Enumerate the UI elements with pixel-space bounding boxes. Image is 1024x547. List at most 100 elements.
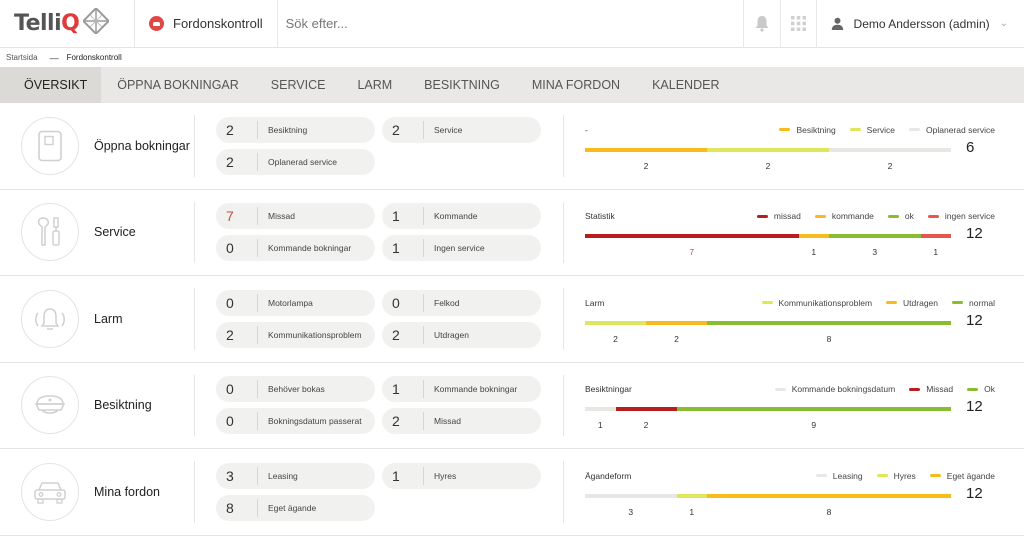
chip-count: 0 <box>226 294 234 311</box>
bar-segment[interactable] <box>798 234 829 239</box>
row-besiktning[interactable]: Besiktning 0 Behöver bokas 1 Kommande boknin… <box>0 363 1024 449</box>
chevron-down-icon: ⌄ <box>999 18 1008 29</box>
search-area <box>278 0 743 48</box>
stacked-bar <box>585 234 951 239</box>
bar-segment[interactable] <box>829 234 921 239</box>
bar-segment[interactable] <box>585 147 707 152</box>
chip-hyres[interactable]: 1 Hyres <box>382 462 541 489</box>
tab-besiktning[interactable]: BESIKTNING <box>424 78 500 92</box>
legend-item[interactable]: ingen service <box>927 211 995 221</box>
chip-kommunikationsproblem[interactable]: 2 Kommunikationsproblem <box>216 321 375 348</box>
chip-label: Bokningsdatum passerat <box>268 416 362 427</box>
legend-label: Hyres <box>893 470 916 481</box>
legend-item[interactable]: Ok <box>967 384 995 394</box>
legend-item[interactable]: Missad <box>909 384 953 394</box>
chip-eget-agande[interactable]: 8 Eget ägande <box>216 494 375 521</box>
stacked-bar <box>585 407 951 412</box>
inspector-cap-icon <box>21 376 79 435</box>
bar-segment[interactable] <box>707 147 829 152</box>
segment-value: 8 <box>826 506 832 517</box>
chip-count: 2 <box>226 121 234 138</box>
chip-missad[interactable]: 7 Missad <box>216 203 375 230</box>
chart-legend: Leasing Hyres Eget ägande <box>802 471 995 481</box>
tab-oversikt[interactable]: ÖVERSIKT <box>0 67 102 103</box>
bar-segment[interactable] <box>676 407 951 412</box>
legend-item[interactable]: Kommande bokningsdatum <box>774 384 895 394</box>
legend-item[interactable]: Leasing <box>815 471 863 481</box>
user-menu[interactable]: Demo Andersson (admin) ⌄ <box>815 0 1024 48</box>
chip-count: 0 <box>226 381 234 398</box>
row-mina-fordon[interactable]: Mina fordon 3 Leasing 1 Hyres 8 Eget ägande Äga… <box>0 449 1024 536</box>
chip-leasing[interactable]: 3 Leasing <box>216 462 375 489</box>
telliq-logo[interactable]: TelliQ <box>0 0 135 48</box>
count-chips: 0 Behöver bokas 1 Kommande bokningar 0 Boknin… <box>216 376 542 435</box>
bar-segment[interactable] <box>585 234 799 239</box>
logo-diamond-icon <box>82 6 111 39</box>
chip-utdragen[interactable]: 2 Utdragen <box>382 321 541 348</box>
chip-label: Kommande <box>434 211 478 222</box>
logo-brand-start: Telli <box>14 11 62 36</box>
legend-item[interactable]: missad <box>756 211 801 222</box>
legend-item[interactable]: normal <box>952 298 995 308</box>
row-title: Besiktning <box>94 398 152 413</box>
bar-segment[interactable] <box>585 320 646 325</box>
chip-service[interactable]: 2 Service <box>382 116 541 143</box>
chip-oplanerad-service[interactable]: 2 Oplanerad service <box>216 148 375 175</box>
chart-legend: Kommunikationsproblem Utdragen normal <box>748 298 995 308</box>
chip-missad[interactable]: 2 Missad <box>382 408 541 435</box>
tab-larm[interactable]: LARM <box>357 78 393 92</box>
app-grid-button[interactable] <box>779 0 816 48</box>
legend-item[interactable]: Hyres <box>876 470 916 481</box>
chip-bokningsdatum-passerat[interactable]: 0 Bokningsdatum passerat <box>216 408 375 435</box>
legend-label: missad <box>773 211 801 222</box>
bar-segment[interactable] <box>585 493 677 498</box>
row-service[interactable]: Service 7 Missad 1 Kommande 0 Kommande bokning… <box>0 190 1024 276</box>
chip-kommande-bokningar[interactable]: 0 Kommande bokningar <box>216 235 375 262</box>
legend-item[interactable]: Eget ägande <box>929 471 995 481</box>
chart-label: Statistik <box>585 211 615 222</box>
chip-motorlampa[interactable]: 0 Motorlampa <box>216 289 375 316</box>
legend-item[interactable]: Besiktning <box>779 125 836 135</box>
chart-legend: Besiktning Service Oplanerad service <box>765 125 995 135</box>
bar-segment[interactable] <box>676 493 707 498</box>
chip-count: 0 <box>226 240 234 257</box>
row-larm[interactable]: Larm 0 Motorlampa 0 Felkod 2 Kommunikationspro… <box>0 276 1024 363</box>
tab-oppna-bokningar[interactable]: ÖPPNA BOKNINGAR <box>117 78 239 92</box>
chip-kommande-bokningar[interactable]: 1 Kommande bokningar <box>382 376 541 403</box>
bar-segment[interactable] <box>646 320 707 325</box>
chip-count: 1 <box>392 381 400 398</box>
bar-segment[interactable] <box>707 320 951 325</box>
legend-item[interactable]: ok <box>887 211 914 221</box>
chip-behover-bokas[interactable]: 0 Behöver bokas <box>216 376 375 403</box>
segment-value: 3 <box>628 506 634 517</box>
bar-segment[interactable] <box>707 493 951 498</box>
app-switcher[interactable]: Fordonskontroll <box>135 0 278 48</box>
chip-count: 1 <box>392 240 400 257</box>
chip-kommande[interactable]: 1 Kommande <box>382 203 541 230</box>
tab-mina-fordon[interactable]: MINA FORDON <box>531 78 621 92</box>
legend-swatch <box>761 301 773 305</box>
bar-segment[interactable] <box>829 147 951 152</box>
bar-segment[interactable] <box>615 407 677 412</box>
legend-item[interactable]: Oplanerad service <box>909 125 995 135</box>
legend-item[interactable]: kommande <box>814 211 874 221</box>
search-input[interactable] <box>285 16 686 31</box>
notification-bell-button[interactable] <box>744 0 780 48</box>
chart-label: Ägandeform <box>585 470 632 481</box>
chip-ingen-service[interactable]: 1 Ingen service <box>382 235 541 262</box>
legend-label: Service <box>866 124 896 135</box>
chip-label: Kommande bokningar <box>268 243 352 254</box>
tab-kalender[interactable]: KALENDER <box>652 78 720 92</box>
breadcrumb-home[interactable]: Startsida <box>6 53 38 62</box>
row-oppna-bokningar[interactable]: Öppna bokningar 2 Besiktning 2 Service 2 Oplan… <box>0 103 1024 190</box>
bar-segment[interactable] <box>920 234 951 239</box>
tab-service[interactable]: SERVICE <box>270 78 326 92</box>
bar-segment[interactable] <box>585 407 616 412</box>
chip-besiktning[interactable]: 2 Besiktning <box>216 116 375 143</box>
legend-item[interactable]: Kommunikationsproblem <box>761 298 872 308</box>
legend-swatch <box>952 301 964 305</box>
divider <box>563 115 564 177</box>
chip-felkod[interactable]: 0 Felkod <box>382 289 541 316</box>
legend-item[interactable]: Utdragen <box>886 298 938 308</box>
legend-item[interactable]: Service <box>849 124 896 135</box>
